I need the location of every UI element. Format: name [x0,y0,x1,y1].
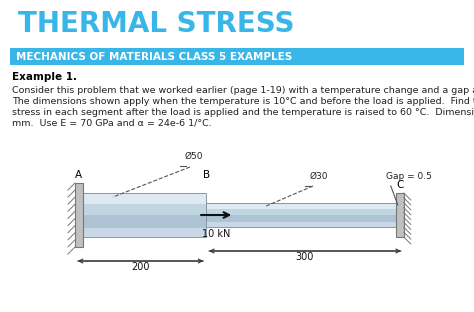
Text: A: A [75,170,82,180]
Text: Ø50: Ø50 [185,152,203,161]
Text: mm.  Use E = 70 GPa and α = 24e-6 1/°C.: mm. Use E = 70 GPa and α = 24e-6 1/°C. [12,119,212,128]
Text: C: C [396,180,403,190]
Text: THERMAL STRESS: THERMAL STRESS [18,10,294,38]
Text: The dimensions shown apply when the temperature is 10°C and before the load is a: The dimensions shown apply when the temp… [12,97,474,106]
Bar [206,203,396,227]
Bar [206,222,396,227]
Bar [83,215,206,228]
Text: Consider this problem that we worked earlier (page 1-19) with a temperature chan: Consider this problem that we worked ear… [12,86,474,95]
Bar [396,193,404,237]
Bar [83,204,206,215]
Text: Example 1.: Example 1. [12,72,77,82]
Text: MECHANICS OF MATERIALS CLASS 5 EXAMPLES: MECHANICS OF MATERIALS CLASS 5 EXAMPLES [16,51,292,61]
Text: B: B [202,170,210,180]
Bar [83,228,206,237]
Bar [83,193,206,204]
Bar [10,48,464,65]
Bar [206,209,396,215]
Bar [206,215,396,222]
Bar [206,203,396,209]
Text: stress in each segment after the load is applied and the temperature is raised t: stress in each segment after the load is… [12,108,474,117]
Text: Ø30: Ø30 [310,172,328,181]
Text: Gap = 0.5: Gap = 0.5 [386,172,432,181]
Bar [83,193,206,237]
Text: 300: 300 [296,252,314,262]
Text: 10 kN: 10 kN [202,229,230,239]
Text: 200: 200 [131,262,150,272]
Bar [75,183,83,247]
